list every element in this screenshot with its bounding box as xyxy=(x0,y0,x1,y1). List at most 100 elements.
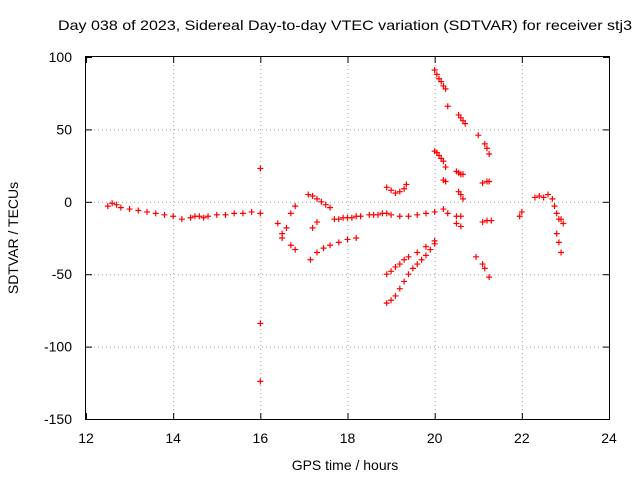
data-point xyxy=(274,220,281,227)
data-point xyxy=(442,164,449,171)
data-point xyxy=(433,71,440,78)
data-point xyxy=(401,278,408,285)
data-point xyxy=(318,198,325,205)
x-tick-label: 12 xyxy=(78,430,94,446)
data-point xyxy=(405,253,412,260)
data-point xyxy=(152,210,159,217)
data-point xyxy=(161,211,168,218)
x-axis-label: GPS time / hours xyxy=(292,457,399,473)
series-13 xyxy=(473,132,495,281)
data-point xyxy=(405,213,412,220)
data-point xyxy=(313,249,320,256)
data-point xyxy=(473,253,480,260)
data-point xyxy=(335,216,342,223)
x-tick-label: 16 xyxy=(253,430,269,446)
data-point xyxy=(383,300,390,307)
series-7 xyxy=(383,240,438,307)
data-point xyxy=(418,256,425,263)
series-1 xyxy=(187,208,264,221)
data-point xyxy=(388,297,395,304)
data-point xyxy=(309,224,316,231)
data-point xyxy=(257,165,264,172)
data-point xyxy=(479,219,486,226)
data-point xyxy=(313,219,320,226)
data-point xyxy=(327,242,334,249)
data-point xyxy=(405,271,412,278)
data-point xyxy=(392,292,399,299)
data-point xyxy=(396,188,403,195)
data-point xyxy=(479,179,486,186)
data-point xyxy=(396,285,403,292)
data-point xyxy=(113,201,120,208)
data-point xyxy=(403,181,410,188)
data-point xyxy=(388,268,395,275)
data-point xyxy=(392,190,399,197)
data-point xyxy=(248,208,255,215)
data-point xyxy=(414,249,421,256)
y-tick-label: -100 xyxy=(44,339,72,355)
series-6 xyxy=(366,208,438,220)
data-point xyxy=(553,210,560,217)
data-point xyxy=(213,211,220,218)
data-point xyxy=(457,213,464,220)
data-point xyxy=(292,246,299,253)
series-2 xyxy=(257,165,264,385)
data-point xyxy=(327,204,334,211)
data-point xyxy=(555,239,562,246)
data-point xyxy=(486,274,493,281)
data-point xyxy=(422,252,429,259)
data-point xyxy=(307,256,314,263)
data-point xyxy=(322,201,329,208)
data-point xyxy=(109,200,116,207)
data-point xyxy=(457,191,464,198)
data-point xyxy=(459,195,466,202)
data-point xyxy=(444,210,451,217)
series-12 xyxy=(440,188,466,230)
series-8 xyxy=(383,237,438,278)
data-point xyxy=(383,210,390,217)
series-10 xyxy=(431,67,469,127)
data-point xyxy=(348,214,355,221)
data-point xyxy=(560,220,567,227)
data-point xyxy=(335,239,342,246)
data-point xyxy=(551,203,558,210)
data-point xyxy=(305,191,312,198)
y-tick-label: 0 xyxy=(64,194,72,210)
data-point xyxy=(257,320,264,327)
series-0 xyxy=(104,200,185,223)
data-point xyxy=(438,78,445,85)
data-point xyxy=(383,271,390,278)
x-tick-label: 18 xyxy=(340,430,356,446)
x-tick-label: 22 xyxy=(514,430,530,446)
data-points xyxy=(104,67,567,385)
series-9 xyxy=(383,181,410,197)
data-point xyxy=(309,193,316,200)
data-point xyxy=(353,235,360,241)
data-point xyxy=(388,187,395,194)
data-point xyxy=(187,214,194,221)
data-point xyxy=(549,195,556,202)
data-point xyxy=(357,213,364,220)
data-point xyxy=(170,213,177,220)
data-point xyxy=(558,216,565,223)
data-point xyxy=(431,67,438,74)
data-point xyxy=(442,178,449,185)
data-point xyxy=(257,210,264,217)
series-14 xyxy=(516,191,567,256)
data-point xyxy=(414,261,421,268)
data-point xyxy=(222,211,229,218)
data-point xyxy=(409,265,416,272)
data-point xyxy=(239,210,246,217)
data-point xyxy=(486,151,493,158)
data-point xyxy=(531,194,538,201)
data-point xyxy=(481,265,488,272)
data-point xyxy=(440,206,447,213)
data-point xyxy=(287,210,294,217)
data-point xyxy=(442,85,449,92)
y-tick-label: 100 xyxy=(49,49,73,65)
data-point xyxy=(388,211,395,218)
x-tick-label: 20 xyxy=(427,430,443,446)
data-point xyxy=(279,235,286,241)
data-point xyxy=(200,214,207,221)
